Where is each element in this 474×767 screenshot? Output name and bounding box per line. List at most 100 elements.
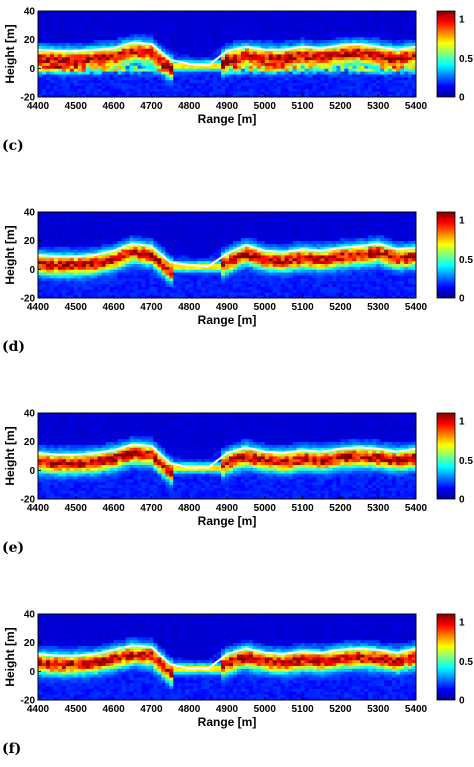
heatmap-cell [292, 283, 298, 287]
heatmap-cell [137, 237, 142, 242]
heatmap-cell [368, 62, 373, 66]
heatmap-cell [272, 286, 278, 290]
heatmap-cell [93, 22, 99, 26]
heatmap-cell [404, 16, 409, 20]
heatmap-cell [356, 33, 361, 38]
heatmap-cell [101, 240, 107, 244]
heatmap-cell [89, 54, 95, 58]
heatmap-cell [38, 68, 43, 72]
heatmap-cell [364, 94, 369, 98]
heatmap-cell [101, 65, 107, 69]
heatmap-cell [69, 25, 75, 29]
heatmap-cell [161, 62, 166, 66]
heatmap-cell [137, 33, 142, 38]
heatmap-cell [101, 71, 107, 75]
heatmap-cell [320, 28, 325, 32]
heatmap-cell [292, 214, 298, 219]
heatmap-cell [332, 88, 337, 92]
heatmap-cell [412, 42, 417, 46]
heatmap-cell [149, 13, 154, 18]
heatmap-cell [252, 295, 258, 299]
heatmap-cell [248, 249, 254, 253]
heatmap-cell [185, 295, 190, 299]
heatmap-cell [308, 246, 313, 250]
heatmap-cell [284, 88, 290, 92]
heatmap-cell [360, 22, 365, 26]
heatmap-cell [185, 280, 190, 285]
heatmap-cell [105, 280, 111, 285]
heatmap-cell [45, 243, 51, 247]
heatmap-cell [85, 246, 91, 250]
heatmap-cell [141, 240, 146, 244]
heatmap-cell [340, 85, 345, 89]
heatmap-cell [117, 226, 122, 230]
heatmap-cell [225, 31, 230, 35]
heatmap-cell [284, 22, 290, 26]
heatmap-cell [145, 217, 150, 221]
heatmap-cell [38, 252, 43, 256]
heatmap-cell [185, 74, 190, 78]
heatmap-cell [384, 39, 389, 43]
heatmap-cell [368, 56, 373, 61]
heatmap-cell [244, 257, 250, 262]
heatmap-cell [129, 25, 134, 29]
heatmap-cell [272, 220, 278, 224]
heatmap-cell [332, 62, 337, 66]
heatmap-cell [169, 79, 174, 84]
heatmap-cell [217, 59, 222, 63]
heatmap-cell [73, 42, 79, 46]
heatmap-cell [197, 214, 202, 219]
heatmap-cell [217, 220, 222, 224]
heatmap-cell [236, 39, 242, 43]
heatmap-cell [312, 42, 317, 46]
heatmap-cell [129, 275, 134, 279]
heatmap-cell [256, 25, 262, 29]
heatmap-cell [109, 229, 114, 233]
heatmap-cell [45, 277, 51, 282]
heatmap-cell [296, 11, 302, 15]
heatmap-cell [308, 62, 313, 66]
heatmap-cell [228, 252, 234, 256]
heatmap-cell [404, 85, 409, 89]
heatmap-cell [376, 65, 381, 69]
heatmap-cell [408, 91, 413, 95]
heatmap-cell [284, 220, 290, 224]
heatmap-cell [288, 33, 294, 38]
heatmap-cell [364, 45, 369, 49]
heatmap-cell [101, 11, 107, 15]
heatmap-cell [117, 263, 122, 267]
heatmap-cell [38, 275, 43, 279]
heatmap-cell [137, 19, 142, 23]
heatmap-cell [236, 85, 242, 89]
heatmap-cell [185, 237, 190, 242]
heatmap-cell [332, 91, 337, 95]
heatmap-cell [225, 232, 230, 236]
heatmap-cell [113, 214, 118, 219]
heatmap-cell [276, 54, 282, 58]
heatmap-cell [376, 62, 381, 66]
heatmap-cell [65, 74, 71, 78]
heatmap-cell [157, 65, 162, 69]
heatmap-cell [181, 25, 186, 29]
heatmap-cell [149, 11, 154, 15]
heatmap-cell [73, 240, 79, 244]
heatmap-cell [153, 246, 158, 250]
heatmap-cell [205, 28, 210, 32]
heatmap-cell [61, 85, 67, 89]
heatmap-cell [69, 275, 75, 279]
heatmap-cell [288, 234, 294, 239]
heatmap-cell [352, 22, 357, 26]
heatmap-cell [93, 263, 99, 267]
heatmap-cell [161, 82, 166, 86]
heatmap-cell [89, 234, 95, 239]
heatmap-cell [38, 82, 43, 86]
heatmap-cell [256, 263, 262, 267]
heatmap-cell [77, 269, 83, 273]
heatmap-cell [205, 226, 210, 230]
heatmap-cell [101, 45, 107, 49]
heatmap-cell [344, 13, 349, 18]
heatmap-cell [145, 257, 150, 262]
heatmap-cell [121, 257, 126, 262]
heatmap-cell [344, 48, 349, 52]
heatmap-cell [157, 212, 162, 216]
